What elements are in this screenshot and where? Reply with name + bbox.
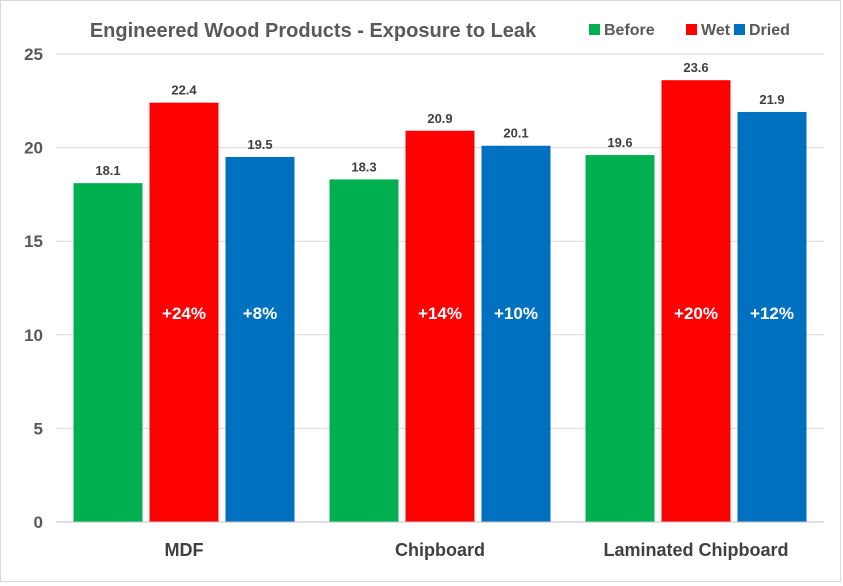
legend-label-before: Before bbox=[604, 22, 655, 39]
percent-label-dried-mdf: +8% bbox=[243, 304, 278, 323]
y-axis-ticks: 0 5 10 15 20 25 bbox=[24, 45, 43, 532]
bar-dried-laminated-chipboard bbox=[737, 112, 807, 523]
value-label-dried-laminated-chipboard: 21.9 bbox=[759, 92, 784, 107]
bar-before-mdf bbox=[73, 183, 143, 522]
x-category-label: MDF bbox=[165, 540, 204, 560]
bar-dried-mdf bbox=[225, 156, 295, 522]
bar-before-laminated-chipboard bbox=[585, 155, 655, 522]
bar-wet-chipboard bbox=[405, 130, 475, 522]
value-label-before-mdf: 18.1 bbox=[95, 163, 120, 178]
y-tick-label: 20 bbox=[24, 139, 43, 158]
percent-labels: +24% +8% +14% +10% +20% +12% bbox=[162, 304, 794, 323]
bar-wet-laminated-chipboard bbox=[661, 80, 731, 522]
value-label-dried-chipboard: 20.1 bbox=[503, 126, 528, 141]
legend-swatch-before bbox=[589, 24, 600, 35]
percent-label-wet-chipboard: +14% bbox=[418, 304, 462, 323]
value-label-wet-chipboard: 20.9 bbox=[427, 111, 452, 126]
y-tick-label: 10 bbox=[24, 326, 43, 345]
legend-swatch-dried bbox=[734, 24, 745, 35]
value-labels: 18.1 22.4 19.5 18.3 20.9 20.1 19.6 23.6 21.9 bbox=[95, 60, 784, 178]
y-tick-label: 0 bbox=[34, 513, 43, 532]
percent-label-wet-laminated-chipboard: +20% bbox=[674, 304, 718, 323]
x-axis-categories: MDF Chipboard Laminated Chipboard bbox=[165, 540, 789, 560]
percent-label-dried-chipboard: +10% bbox=[494, 304, 538, 323]
value-label-wet-mdf: 22.4 bbox=[171, 83, 197, 98]
bar-dried-chipboard bbox=[481, 145, 551, 522]
value-label-dried-mdf: 19.5 bbox=[247, 137, 272, 152]
value-label-before-laminated-chipboard: 19.6 bbox=[607, 135, 632, 150]
legend: Before Wet Dried bbox=[589, 22, 790, 39]
legend-swatch-wet bbox=[686, 24, 697, 35]
legend-label-wet: Wet bbox=[701, 22, 731, 39]
chart-title: Engineered Wood Products - Exposure to L… bbox=[90, 20, 537, 42]
value-label-before-chipboard: 18.3 bbox=[351, 159, 376, 174]
y-tick-label: 15 bbox=[24, 232, 43, 251]
bars bbox=[73, 80, 807, 523]
x-category-label: Chipboard bbox=[395, 540, 485, 560]
legend-label-dried: Dried bbox=[749, 22, 790, 39]
x-category-label: Laminated Chipboard bbox=[603, 540, 788, 560]
bar-before-chipboard bbox=[329, 179, 399, 522]
y-tick-label: 5 bbox=[34, 419, 43, 438]
value-label-wet-laminated-chipboard: 23.6 bbox=[683, 60, 708, 75]
percent-label-dried-laminated-chipboard: +12% bbox=[750, 304, 794, 323]
y-tick-label: 25 bbox=[24, 45, 43, 64]
bar-wet-mdf bbox=[149, 102, 219, 522]
percent-label-wet-mdf: +24% bbox=[162, 304, 206, 323]
